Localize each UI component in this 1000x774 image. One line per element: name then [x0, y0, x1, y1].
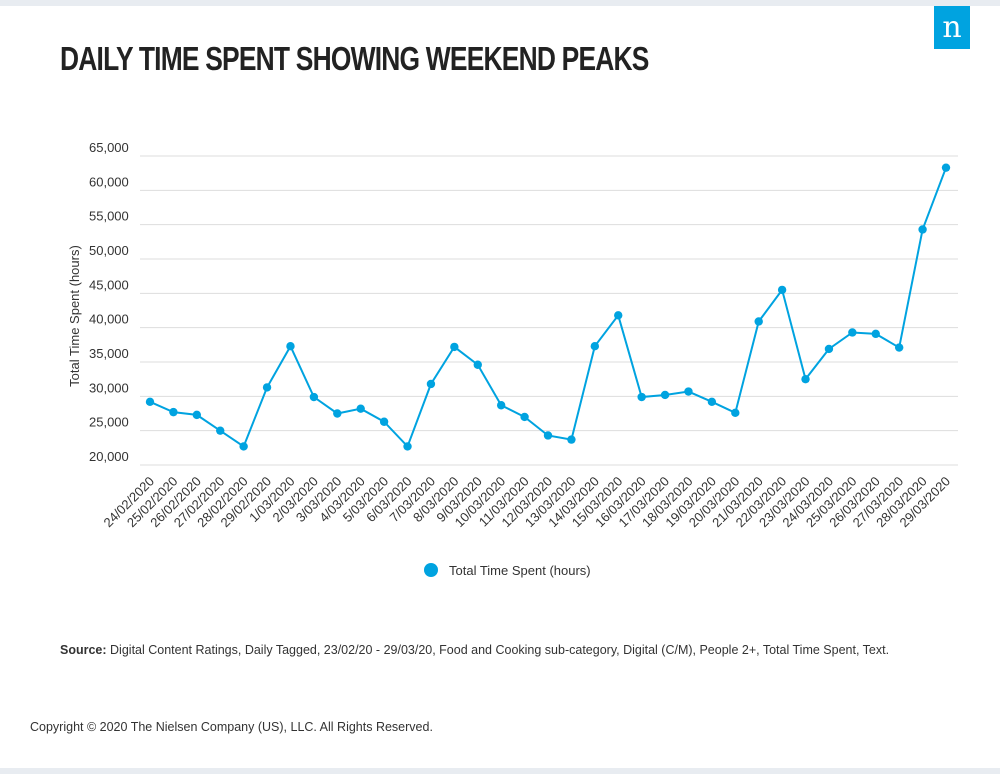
data-point — [262, 383, 272, 392]
data-point — [379, 417, 389, 426]
page-title: DAILY TIME SPENT SHOWING WEEKEND PEAKS — [60, 40, 649, 77]
data-point — [333, 409, 342, 418]
data-point — [684, 387, 693, 396]
series-line-path — [149, 167, 947, 449]
y-tick-label: 50,000 — [89, 243, 129, 258]
copyright-notice: Copyright © 2020 The Nielsen Company (US… — [30, 720, 433, 734]
y-tick-label: 65,000 — [89, 140, 129, 155]
y-tick-label: 30,000 — [89, 380, 129, 395]
source-text: Digital Content Ratings, Daily Tagged, 2… — [110, 643, 890, 657]
data-point — [473, 360, 482, 369]
data-point — [426, 379, 436, 389]
source-note: Source: Digital Content Ratings, Daily T… — [60, 643, 889, 657]
y-tick-label: 55,000 — [89, 209, 129, 224]
data-point — [707, 397, 717, 407]
data-point — [543, 431, 553, 440]
data-point — [192, 410, 202, 420]
y-tick-label: 40,000 — [89, 312, 129, 327]
data-point — [286, 342, 295, 351]
gridlines — [140, 155, 958, 466]
data-point — [145, 397, 155, 407]
y-tick-label: 45,000 — [89, 277, 129, 292]
data-point — [637, 392, 646, 402]
data-point — [567, 435, 576, 444]
nielsen-logo: n — [934, 6, 970, 49]
data-point — [660, 390, 670, 400]
data-point — [754, 317, 763, 326]
data-point — [309, 392, 319, 402]
y-tick-label: 35,000 — [89, 346, 129, 361]
source-label: Source: — [60, 643, 107, 657]
data-point — [520, 412, 529, 422]
y-tick-label: 60,000 — [89, 174, 129, 189]
data-point — [216, 426, 225, 435]
data-point — [777, 285, 787, 295]
chart-canvas: DAILY TIME SPENT SHOWING WEEKEND PEAKS n… — [0, 6, 1000, 768]
data-point — [590, 342, 600, 351]
y-tick-label: 25,000 — [89, 415, 129, 430]
line-chart: 20,000 25,000 30,000 35,000 40,000 45,000 50,0… — [67, 140, 958, 578]
data-point — [403, 442, 412, 451]
legend-label: Total Time Spent (hours) — [449, 563, 591, 578]
data-point — [918, 225, 927, 234]
data-point — [731, 408, 740, 418]
y-axis-label: Total Time Spent (hours) — [67, 245, 82, 387]
data-point — [871, 329, 880, 339]
x-axis-ticks: 24/02/202025/02/202026/02/202027/02/2020… — [100, 474, 953, 531]
logo-letter: n — [942, 10, 962, 45]
y-axis-ticks: 20,000 25,000 30,000 35,000 40,000 45,000 50,0… — [89, 140, 129, 464]
series-line — [145, 163, 951, 451]
data-point — [356, 404, 365, 413]
y-tick-label: 20,000 — [89, 449, 129, 464]
data-point — [450, 342, 459, 352]
legend: Total Time Spent (hours) — [424, 563, 591, 578]
data-point — [941, 163, 951, 172]
data-point — [801, 374, 810, 384]
data-point — [239, 442, 248, 451]
data-point — [496, 401, 506, 410]
legend-marker — [424, 563, 438, 577]
data-point — [894, 343, 904, 352]
data-point — [614, 311, 623, 320]
data-point — [824, 344, 834, 354]
data-point — [848, 328, 857, 337]
data-point — [169, 407, 178, 417]
